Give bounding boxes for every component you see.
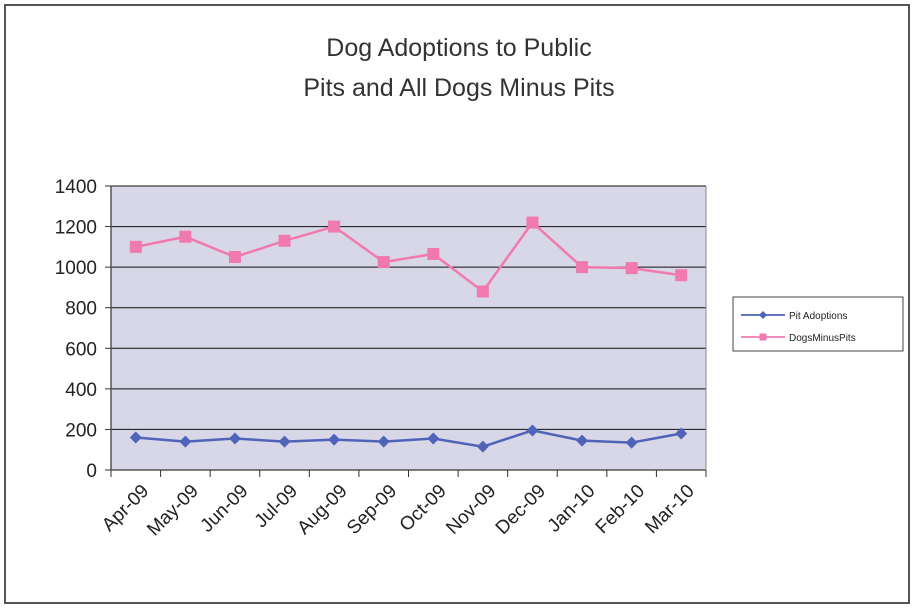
- chart-title-line-2: Pits and All Dogs Minus Pits: [303, 74, 615, 102]
- data-point: [576, 261, 589, 274]
- y-tick-label: 200: [65, 420, 97, 441]
- data-point: [526, 424, 539, 437]
- x-tick-label: Dec-09: [492, 481, 550, 539]
- x-axis-ticks: Apr-09May-09Jun-09Jul-09Aug-09Sep-09Oct-…: [98, 470, 707, 541]
- y-axis-ticks: 0 200 400 600 800 1000 1200 1400: [55, 177, 111, 482]
- legend-label: Pit Adoptions: [789, 311, 847, 322]
- gridlines: [111, 185, 706, 430]
- data-point: [675, 427, 688, 440]
- x-tick-label: Jan-10: [544, 481, 600, 537]
- legend-box: [732, 296, 904, 352]
- series-line-1: [135, 429, 682, 448]
- series-line-2: [135, 220, 682, 294]
- data-point: [328, 433, 341, 446]
- data-point: [377, 435, 390, 448]
- y-tick-label: 400: [65, 380, 97, 401]
- y-tick-label: 1400: [55, 177, 97, 198]
- data-point: [278, 435, 291, 448]
- x-tick-label: Feb-10: [592, 481, 649, 538]
- data-point: [427, 432, 440, 445]
- y-tick-label: 800: [65, 299, 97, 320]
- data-point: [625, 262, 638, 275]
- x-tick-label: Nov-09: [442, 481, 500, 539]
- data-point: [377, 256, 390, 269]
- data-point: [278, 234, 291, 247]
- y-tick-label: 1200: [55, 218, 97, 239]
- x-tick-label: Jun-09: [197, 481, 253, 537]
- legend-marker: [759, 333, 767, 341]
- legend: Pit Adoptions DogsMinusPits: [732, 296, 904, 352]
- data-point: [228, 432, 241, 445]
- data-point: [328, 220, 341, 233]
- data-point: [427, 247, 440, 260]
- y-tick-label: 0: [86, 461, 97, 482]
- data-point: [179, 230, 192, 243]
- x-tick-label: Oct-09: [396, 481, 451, 536]
- data-point: [526, 216, 539, 229]
- y-tick-label: 600: [65, 339, 97, 360]
- data-point: [129, 431, 142, 444]
- data-point: [625, 436, 638, 449]
- x-tick-label: May-09: [143, 481, 203, 541]
- data-point: [576, 434, 589, 447]
- series-group: [129, 216, 688, 453]
- data-point: [179, 435, 192, 448]
- legend-label: DogsMinusPits: [789, 333, 856, 344]
- data-point: [476, 440, 489, 453]
- x-tick-label: Mar-10: [641, 481, 698, 538]
- y-tick-label: 1000: [55, 258, 97, 279]
- chart-title-line-1: Dog Adoptions to Public: [326, 34, 592, 62]
- x-tick-label: Sep-09: [343, 481, 401, 539]
- data-point: [675, 269, 688, 282]
- legend-marker: [759, 311, 767, 319]
- data-point: [228, 251, 241, 263]
- data-point: [129, 240, 142, 253]
- plot-area: [111, 186, 706, 470]
- x-tick-label: Aug-09: [293, 481, 351, 539]
- data-point: [476, 285, 489, 298]
